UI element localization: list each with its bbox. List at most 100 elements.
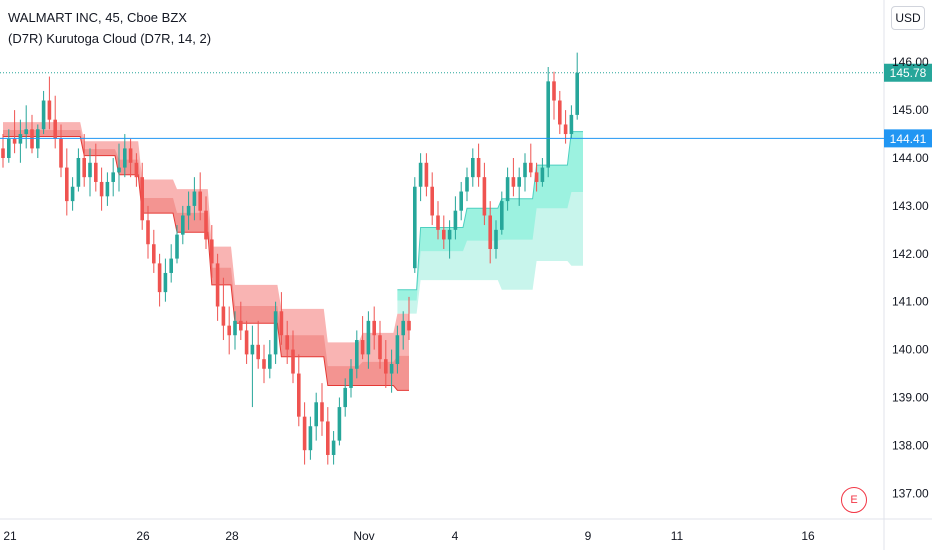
candle-body xyxy=(505,177,510,202)
candle-body xyxy=(279,311,284,336)
candle-body xyxy=(546,81,550,168)
candle-body xyxy=(291,349,295,374)
candle-body xyxy=(494,229,498,250)
candle-body xyxy=(314,402,318,427)
candle-body xyxy=(140,177,144,221)
candle-body xyxy=(563,124,568,135)
candle-body xyxy=(360,340,365,355)
currency-button[interactable]: USD xyxy=(891,6,925,30)
price-label-box xyxy=(884,63,932,82)
candle-body xyxy=(163,272,168,293)
candle-body xyxy=(82,158,86,178)
candle-body xyxy=(105,181,110,197)
candle-body xyxy=(175,234,179,259)
candle-body xyxy=(128,148,133,163)
candle-body xyxy=(70,186,75,202)
candle-body xyxy=(569,114,574,135)
candle-body xyxy=(239,320,243,331)
x-tick-label: 21 xyxy=(3,529,17,543)
candle-body xyxy=(436,215,440,230)
candle-body xyxy=(418,162,423,187)
candle-body xyxy=(372,320,376,336)
candle-body xyxy=(152,244,156,264)
candle-body xyxy=(326,421,330,455)
candle-body xyxy=(24,129,28,135)
candle-body xyxy=(262,359,266,369)
candle-body xyxy=(12,138,17,144)
candle-body xyxy=(250,344,255,355)
candle-body xyxy=(210,239,214,264)
candle-body xyxy=(523,162,527,178)
candle-body xyxy=(384,359,388,374)
price-label-box xyxy=(884,129,932,148)
candle-body xyxy=(88,162,92,178)
y-tick-label: 144.00 xyxy=(892,151,929,165)
candle-body xyxy=(465,177,469,192)
candle-body xyxy=(1,148,5,158)
candle-body xyxy=(134,162,139,178)
x-tick-label: Nov xyxy=(353,529,374,543)
candle-body xyxy=(447,229,452,240)
candle-body xyxy=(244,330,249,355)
candle-body xyxy=(517,177,521,187)
y-tick-label: 140.00 xyxy=(892,343,929,357)
candle-body xyxy=(552,81,556,101)
y-tick-label: 142.00 xyxy=(892,247,929,261)
candle-body xyxy=(256,344,260,360)
price-label: 144.41 xyxy=(890,132,927,146)
candle-body xyxy=(511,177,516,187)
candle-body xyxy=(192,191,197,206)
y-tick-label: 137.00 xyxy=(892,486,929,500)
candle-body xyxy=(117,167,121,173)
earnings-badge[interactable]: E xyxy=(841,487,867,513)
y-tick-label: 141.00 xyxy=(892,295,929,309)
candle-body xyxy=(41,100,46,130)
candle-body xyxy=(401,320,405,336)
candle-body xyxy=(181,215,185,235)
indicator-label[interactable]: (D7R) Kurutoga Cloud (D7R, 14, 2) xyxy=(8,31,212,46)
candle-body xyxy=(215,263,220,307)
candle-body xyxy=(157,263,162,293)
candle-body xyxy=(482,177,487,216)
candle-body xyxy=(198,191,202,211)
candle-body xyxy=(395,335,400,364)
candle-body xyxy=(331,440,336,455)
candle-body xyxy=(169,258,173,273)
candle-body xyxy=(204,210,208,240)
candle-body xyxy=(337,407,342,441)
candle-body xyxy=(355,340,359,369)
candle-body xyxy=(424,162,429,187)
candle-body xyxy=(529,162,533,173)
price-label: 145.78 xyxy=(890,66,927,80)
candle-body xyxy=(59,138,63,168)
candle-body xyxy=(558,100,562,125)
candle-body xyxy=(268,354,272,369)
y-tick-label: 138.00 xyxy=(892,438,929,452)
candle-body xyxy=(378,335,382,360)
candle-body xyxy=(53,119,57,139)
candle-body xyxy=(471,158,475,178)
candle-body xyxy=(389,363,394,374)
candle-body xyxy=(476,158,481,178)
candle-body xyxy=(273,311,278,355)
candle-body xyxy=(366,320,371,355)
x-tick-label: 9 xyxy=(585,529,592,543)
y-tick-label: 145.00 xyxy=(892,103,929,117)
candle-body xyxy=(302,416,307,451)
x-tick-label: 16 xyxy=(801,529,815,543)
candle-body xyxy=(297,373,301,417)
candle-body xyxy=(94,162,98,182)
candle-body xyxy=(349,368,353,388)
candle-body xyxy=(285,335,289,350)
candle-body xyxy=(430,186,434,216)
x-tick-label: 28 xyxy=(225,529,239,543)
candle-body xyxy=(500,201,504,230)
candle-body xyxy=(343,387,347,408)
y-tick-label: 143.00 xyxy=(892,199,929,213)
candle-body xyxy=(488,215,492,250)
candle-body xyxy=(442,229,446,240)
y-tick-label: 139.00 xyxy=(892,391,929,405)
candle-body xyxy=(123,148,127,168)
symbol-title: WALMART INC, 45, Cboe BZX xyxy=(8,10,187,25)
